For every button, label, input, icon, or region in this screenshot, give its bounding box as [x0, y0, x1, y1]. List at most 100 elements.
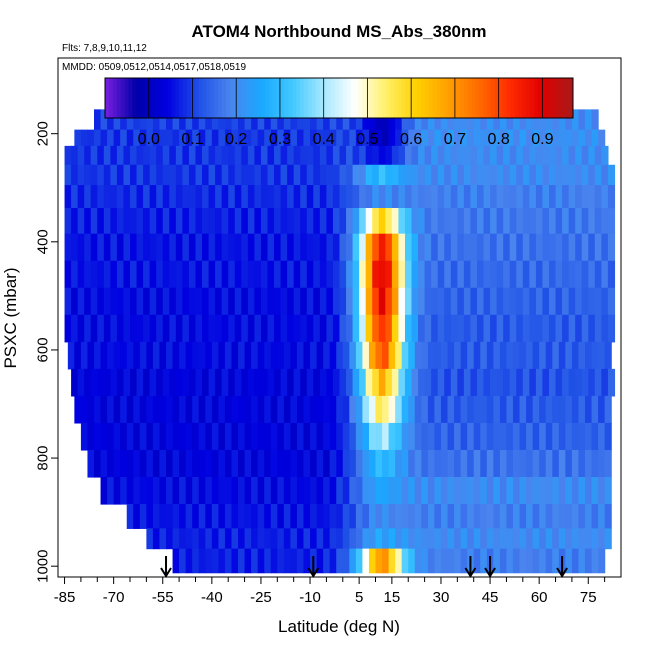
- heatmap-cell: [588, 287, 596, 316]
- heatmap-cell: [90, 208, 98, 235]
- colorbar-segment: [132, 78, 137, 118]
- heatmap-cell: [594, 314, 602, 343]
- heatmap-cell: [283, 548, 291, 574]
- heatmap-cell: [136, 185, 144, 209]
- heatmap-cell: [503, 208, 511, 235]
- heatmap-cell: [476, 368, 485, 397]
- heatmap-cell: [195, 208, 203, 235]
- heatmap-cell: [568, 233, 576, 262]
- heatmap-cell: [463, 368, 472, 397]
- heatmap-cell: [565, 528, 573, 550]
- heatmap-cell: [218, 548, 226, 574]
- heatmap-cell: [146, 449, 154, 478]
- colorbar-segment: [561, 78, 566, 118]
- heatmap-cell: [188, 260, 197, 289]
- heatmap-cell: [460, 395, 468, 424]
- heatmap-cell: [244, 504, 252, 529]
- heatmap-cell: [427, 528, 436, 550]
- heatmap-cell: [355, 548, 364, 574]
- heatmap-cell: [346, 260, 354, 289]
- heatmap-cell: [326, 233, 334, 262]
- heatmap-cell: [362, 341, 370, 370]
- y-tick-label: 200: [34, 121, 51, 146]
- heatmap-cell: [287, 260, 295, 289]
- colorbar-segment: [253, 78, 258, 118]
- heatmap-cell: [139, 341, 147, 370]
- heatmap-cell: [450, 185, 458, 209]
- heatmap-cell: [424, 164, 432, 186]
- heatmap-cell: [496, 185, 504, 209]
- heatmap-cell: [287, 208, 295, 235]
- heatmap-cell: [499, 504, 508, 529]
- heatmap-cell: [447, 129, 455, 147]
- heatmap-cell: [499, 528, 508, 550]
- heatmap-cell: [169, 233, 177, 262]
- heatmap-cell: [270, 528, 278, 550]
- heatmap-cell: [349, 528, 357, 550]
- y-tick-label: 800: [34, 446, 51, 471]
- heatmap-row: [146, 528, 612, 550]
- heatmap-cell: [434, 395, 442, 424]
- heatmap-cell: [368, 476, 377, 505]
- heatmap-cell: [120, 422, 128, 451]
- heatmap-cell: [77, 185, 85, 209]
- heatmap-cell: [604, 476, 612, 505]
- heatmap-cell: [352, 314, 360, 343]
- heatmap-cell: [270, 395, 278, 424]
- heatmap-cell: [175, 208, 183, 235]
- heatmap-cell: [198, 476, 206, 505]
- heatmap-cell: [355, 422, 364, 451]
- heatmap-cell: [198, 395, 206, 424]
- colorbar-segment: [358, 78, 363, 118]
- heatmap-cell: [548, 287, 557, 316]
- heatmap-cell: [414, 548, 422, 574]
- heatmap-cell: [548, 145, 557, 166]
- heatmap-cell: [306, 164, 314, 186]
- colorbar-tick-label: 0.5: [356, 131, 378, 148]
- heatmap-cell: [296, 528, 305, 550]
- heatmap-cell: [267, 287, 275, 316]
- heatmap-cell: [359, 185, 367, 209]
- heatmap-cell: [457, 185, 465, 209]
- heatmap-cell: [598, 395, 606, 424]
- heatmap-cell: [326, 314, 334, 343]
- heatmap-cell: [375, 341, 383, 370]
- heatmap-cell: [486, 109, 494, 131]
- heatmap-cell: [254, 260, 262, 289]
- heatmap-cell: [493, 504, 501, 529]
- heatmap-cell: [512, 548, 521, 574]
- heatmap-cell: [483, 314, 491, 343]
- heatmap-cell: [434, 422, 442, 451]
- heatmap-cell: [539, 476, 547, 505]
- heatmap-cell: [152, 109, 161, 131]
- heatmap-cell: [526, 422, 534, 451]
- heatmap-cell: [188, 164, 197, 186]
- heatmap-cell: [120, 341, 128, 370]
- heatmap-cell: [80, 395, 89, 424]
- heatmap-cell: [558, 129, 566, 147]
- heatmap-cell: [264, 129, 272, 147]
- heatmap-cell: [526, 476, 534, 505]
- heatmap-cell: [440, 504, 449, 529]
- colorbar-segment: [510, 78, 515, 118]
- heatmap-cell: [440, 476, 449, 505]
- colorbar-segment: [331, 78, 336, 118]
- x-tick-label: -10: [299, 589, 321, 606]
- heatmap-cell: [473, 109, 481, 131]
- heatmap-cell: [463, 208, 472, 235]
- heatmap-cell: [293, 287, 301, 316]
- heatmap-cell: [146, 395, 154, 424]
- heatmap-cell: [388, 395, 396, 424]
- heatmap-cell: [270, 341, 278, 370]
- heatmap-cell: [257, 109, 265, 131]
- heatmap-cell: [509, 368, 517, 397]
- heatmap-cell: [467, 528, 475, 550]
- heatmap-cell: [215, 233, 223, 262]
- heatmap-cell: [211, 422, 219, 451]
- heatmap-cell: [179, 129, 187, 147]
- heatmap-cell: [251, 129, 259, 147]
- heatmap-cell: [270, 504, 278, 529]
- heatmap-cell: [179, 341, 187, 370]
- colorbar-segment: [264, 78, 270, 118]
- colorbar-segment: [405, 78, 410, 118]
